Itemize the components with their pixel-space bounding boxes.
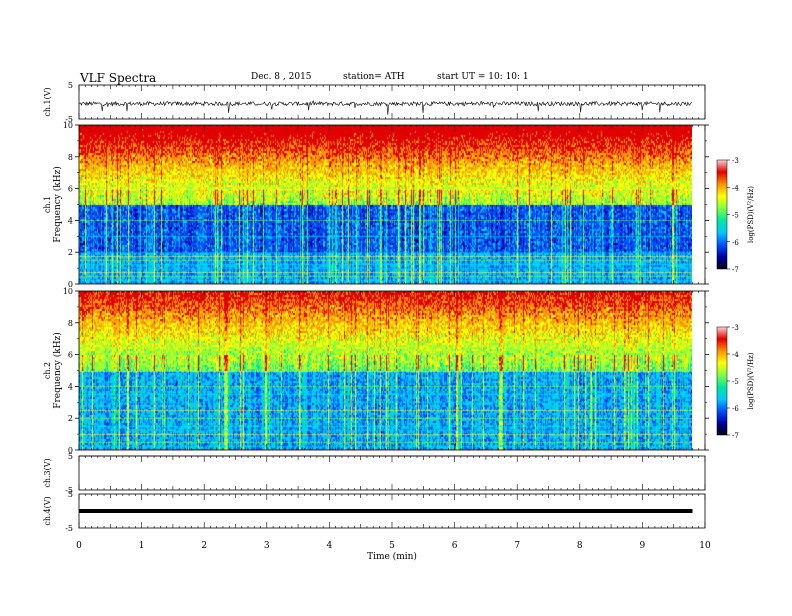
channel-label: ch.1 — [43, 196, 52, 213]
start-time-label: start UT = 10: 10: 1 — [437, 72, 529, 82]
spectrogram-image-ch.2 — [79, 291, 692, 450]
x-tick-label: 6 — [452, 541, 458, 551]
y-tick-label: 5 — [68, 81, 73, 90]
waveform-axis-label: ch.3(V) — [43, 458, 52, 487]
x-tick-label: 2 — [201, 541, 207, 551]
x-tick-label: 10 — [699, 541, 711, 551]
y-tick-label: 5 — [68, 452, 73, 461]
axis-ticks — [75, 85, 709, 528]
frequency-axis-label: Frequency (kHz) — [52, 332, 63, 409]
colorbar-tick-label: -5 — [732, 378, 739, 386]
x-tick-label: 8 — [577, 541, 583, 551]
y-tick-label: -5 — [65, 115, 73, 124]
y-tick-label: 10 — [63, 121, 73, 130]
y-tick-label: 6 — [68, 351, 73, 360]
colorbar-label: log(PSD)(V²/Hz) — [747, 352, 755, 409]
colorbar-tick-label: -7 — [732, 432, 739, 440]
waveform-axis-label: ch.1(V) — [43, 87, 52, 116]
colorbars: -3 -4 -5 -6 -7 log(PSD)(V²/Hz) -3 -4 -5 -6 -7 log(P… — [716, 157, 755, 440]
y-tick-label: 5 — [68, 490, 73, 499]
no-data-area — [692, 125, 705, 284]
y-tick-label: 10 — [63, 287, 73, 296]
y-tick-label: -5 — [65, 486, 73, 495]
colorbar-tick-label: -6 — [732, 405, 739, 413]
colorbar-tick-label: -4 — [732, 184, 739, 192]
station-label: station= ATH — [343, 72, 405, 82]
colorbar-tick-label: -5 — [732, 212, 739, 220]
colorbar-tick-label: -4 — [732, 351, 739, 359]
y-tick-label: 4 — [68, 382, 73, 391]
spectrogram-layer — [79, 125, 705, 450]
y-tick-label: 4 — [68, 216, 73, 225]
colorbar — [716, 159, 728, 270]
colorbar — [716, 326, 728, 436]
x-tick-label: 0 — [76, 541, 82, 551]
figure-title: VLF Spectra — [80, 71, 157, 85]
channel-label: ch.2 — [43, 362, 52, 379]
x-tick-label: 5 — [389, 541, 395, 551]
colorbar-tick-label: -6 — [732, 239, 739, 247]
x-tick-label: 9 — [640, 541, 646, 551]
date-label: Dec. 8 , 2015 — [251, 72, 312, 82]
spectrogram-image-ch.1 — [79, 125, 692, 284]
colorbar-tick-label: -3 — [732, 324, 739, 332]
y-tick-label: 0 — [68, 446, 73, 455]
y-tick-label: -5 — [65, 524, 73, 533]
x-tick-label: 7 — [514, 541, 520, 551]
no-data-area — [692, 291, 705, 450]
waveform-axis-label: ch.4(V) — [43, 496, 52, 525]
colorbar-tick-label: -3 — [732, 157, 739, 165]
colorbar-label: log(PSD)(V²/Hz) — [747, 186, 755, 243]
y-tick-label: 2 — [68, 414, 73, 423]
y-tick-label: 6 — [68, 185, 73, 194]
y-tick-label: 2 — [68, 248, 73, 257]
frequency-axis-label: Frequency (kHz) — [52, 166, 63, 243]
x-tick-label: 1 — [139, 541, 145, 551]
colorbar-tick-label: -7 — [732, 266, 739, 274]
ch1-waveform-line — [78, 100, 693, 115]
x-axis-label: Time (min) — [367, 551, 417, 562]
y-tick-label: 8 — [68, 319, 73, 328]
x-tick-label: 3 — [264, 541, 270, 551]
y-tick-label: 0 — [68, 280, 73, 289]
y-tick-label: 8 — [68, 153, 73, 162]
x-tick-label: 4 — [327, 541, 333, 551]
